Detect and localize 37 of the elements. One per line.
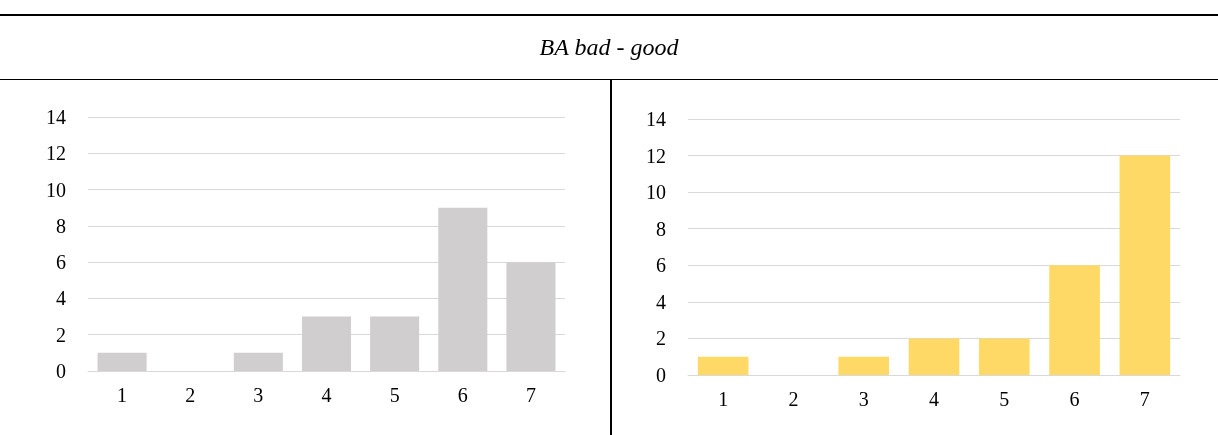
y-tick-label: 14 [46, 106, 66, 128]
x-tick-label: 1 [117, 384, 128, 406]
chart-title: BA bad - good [0, 14, 1218, 80]
y-tick-label: 12 [46, 142, 66, 165]
bar [908, 338, 960, 375]
y-tick-label: 4 [656, 290, 666, 313]
x-tick-label: 5 [999, 388, 1010, 410]
y-tick-label: 14 [646, 108, 666, 130]
x-tick-label: 6 [1069, 388, 1080, 410]
x-tick-label: 4 [929, 388, 939, 410]
x-tick-label: 4 [321, 384, 332, 406]
bar [697, 356, 749, 375]
x-tick-label: 3 [253, 384, 264, 406]
y-tick-label: 2 [56, 323, 66, 346]
y-tick-label: 10 [646, 181, 666, 204]
bar [838, 356, 890, 375]
y-tick-label: 12 [646, 144, 666, 167]
x-tick-label: 7 [1139, 388, 1150, 410]
y-tick-label: 10 [46, 178, 66, 201]
x-tick-label: 5 [389, 384, 400, 406]
y-tick-label: 6 [656, 254, 666, 277]
y-tick-label: 6 [56, 251, 66, 274]
y-tick-label: 0 [56, 360, 66, 382]
x-tick-label: 1 [718, 388, 729, 410]
x-tick-label: 7 [525, 384, 536, 406]
y-tick-label: 2 [656, 327, 666, 350]
y-tick-label: 4 [56, 287, 66, 310]
x-tick-label: 2 [185, 384, 196, 406]
y-tick-label: 0 [656, 364, 666, 386]
x-tick-label: 3 [858, 388, 869, 410]
y-tick-label: 8 [656, 217, 666, 240]
x-tick-label: 2 [788, 388, 799, 410]
bar [1119, 155, 1171, 375]
bar [1049, 265, 1100, 375]
y-tick-label: 8 [56, 214, 66, 237]
bar [978, 338, 1030, 375]
x-tick-label: 6 [457, 384, 468, 406]
